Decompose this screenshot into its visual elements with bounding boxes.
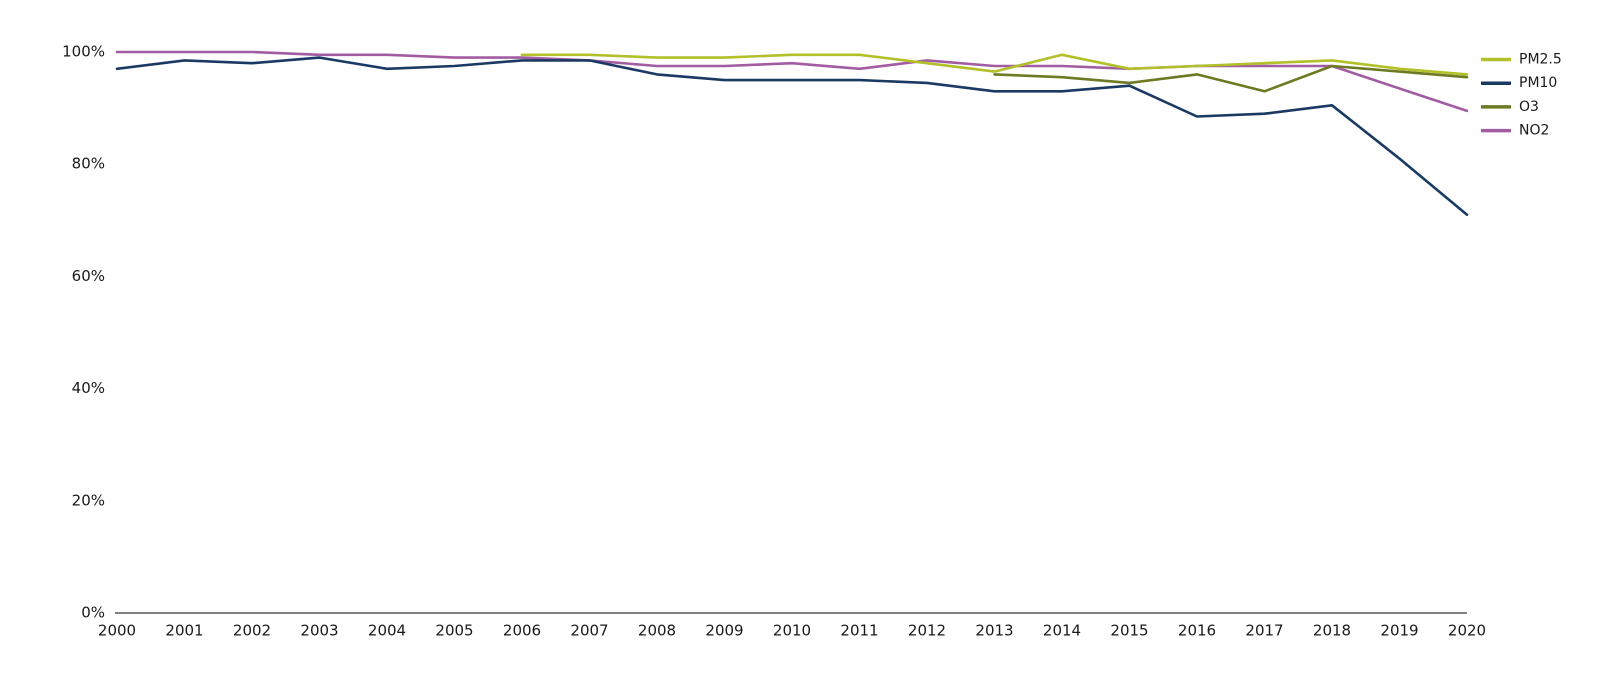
legend-item[interactable]: PM10 bbox=[1481, 75, 1557, 91]
series-lines bbox=[115, 50, 1469, 216]
x-tick-label: 2003 bbox=[300, 622, 338, 640]
x-tick-label: 2012 bbox=[908, 622, 946, 640]
x-tick-label: 2020 bbox=[1448, 622, 1486, 640]
x-tick-label: 2019 bbox=[1380, 622, 1418, 640]
x-axis: 2000 2001 2002 2003 2004 2005 2006 2007 2008 2009… bbox=[98, 612, 1486, 640]
x-tick-label: 2015 bbox=[1110, 622, 1148, 640]
legend-label: NO2 bbox=[1519, 123, 1549, 139]
legend-item[interactable]: PM2.5 bbox=[1481, 52, 1562, 68]
y-tick-label: 40% bbox=[72, 379, 105, 397]
x-tick-label: 2010 bbox=[773, 622, 811, 640]
y-axis: 0% 20% 40% 60% 80% 100% bbox=[62, 43, 105, 622]
y-tick-label: 100% bbox=[62, 43, 105, 61]
series-line-o3 bbox=[993, 64, 1469, 93]
x-tick-label: 2008 bbox=[638, 622, 676, 640]
x-tick-label: 2000 bbox=[98, 622, 136, 640]
legend-label: O3 bbox=[1519, 99, 1539, 115]
series-line-pm10 bbox=[115, 56, 1469, 216]
y-tick-label: 60% bbox=[72, 267, 105, 285]
x-tick-label: 2013 bbox=[975, 622, 1013, 640]
legend-item[interactable]: O3 bbox=[1481, 99, 1539, 115]
x-tick-label: 2006 bbox=[503, 622, 541, 640]
x-tick-label: 2001 bbox=[165, 622, 203, 640]
y-tick-label: 0% bbox=[81, 604, 105, 622]
series-line-pm2-5 bbox=[520, 53, 1469, 76]
x-tick-label: 2017 bbox=[1245, 622, 1283, 640]
x-tick-label: 2004 bbox=[368, 622, 406, 640]
legend-label: PM10 bbox=[1519, 75, 1557, 91]
y-tick-label: 80% bbox=[72, 155, 105, 173]
x-tick-label: 2007 bbox=[570, 622, 608, 640]
legend-label: PM2.5 bbox=[1519, 52, 1562, 68]
x-tick-label: 2018 bbox=[1313, 622, 1351, 640]
x-tick-label: 2011 bbox=[840, 622, 878, 640]
legend-item[interactable]: NO2 bbox=[1481, 123, 1549, 139]
x-tick-label: 2016 bbox=[1178, 622, 1216, 640]
y-tick-label: 20% bbox=[72, 491, 105, 509]
x-tick-label: 2005 bbox=[435, 622, 473, 640]
x-tick-label: 2009 bbox=[705, 622, 743, 640]
series-line-no2 bbox=[115, 50, 1469, 113]
legend: PM2.5 PM10 O3 NO2 bbox=[1481, 52, 1562, 139]
x-tick-label: 2002 bbox=[233, 622, 271, 640]
x-tick-label: 2014 bbox=[1043, 622, 1081, 640]
